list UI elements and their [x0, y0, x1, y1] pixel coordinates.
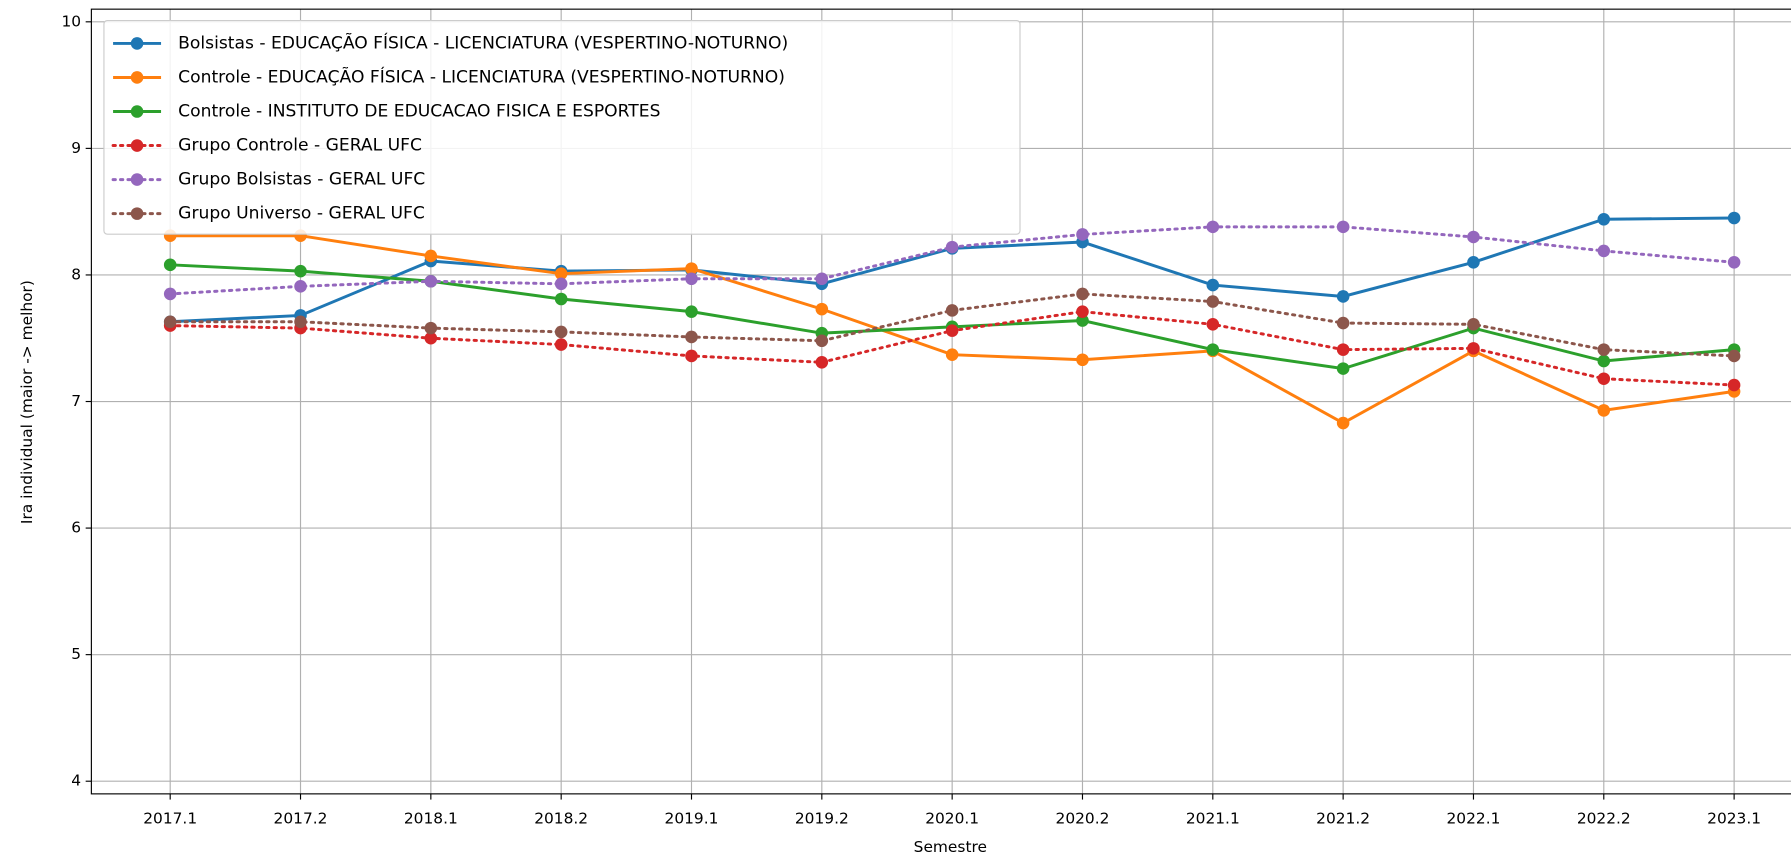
data-point — [424, 321, 438, 335]
plot-area — [163, 211, 1741, 430]
data-point — [1597, 354, 1611, 368]
data-point — [1597, 343, 1611, 356]
data-point — [163, 258, 177, 272]
data-point — [554, 267, 568, 280]
data-point — [1336, 343, 1350, 356]
x-tick-label: 2019.1 — [665, 809, 719, 827]
x-tick-label: 2023.1 — [1707, 809, 1761, 827]
x-tick-label: 2022.1 — [1447, 809, 1501, 827]
legend-marker — [130, 105, 144, 118]
data-point — [1727, 378, 1741, 392]
y-tick-label: 5 — [71, 645, 81, 663]
data-point — [1597, 404, 1611, 417]
x-axis-label: Semestre — [914, 838, 987, 856]
legend: Bolsistas - EDUCAÇÃO FÍSICA - LICENCIATU… — [103, 20, 1021, 235]
y-tick-label: 7 — [71, 392, 81, 410]
x-tick-label: 2019.2 — [795, 809, 849, 827]
legend-label: Grupo Controle - GERAL UFC — [178, 136, 422, 156]
data-point — [554, 338, 568, 351]
legend-label: Controle - EDUCAÇÃO FÍSICA - LICENCIATUR… — [178, 65, 785, 87]
x-tick-label: 2017.2 — [274, 809, 328, 827]
data-point — [1597, 372, 1611, 386]
legend-label: Controle - INSTITUTO DE EDUCACAO FISICA … — [178, 102, 660, 122]
data-point — [815, 355, 829, 369]
data-point — [1336, 416, 1350, 430]
legend-label: Grupo Universo - GERAL UFC — [178, 204, 425, 224]
data-point — [1076, 353, 1089, 367]
data-point — [1206, 220, 1220, 234]
data-point — [1336, 290, 1350, 303]
data-point — [424, 331, 438, 345]
legend-marker — [130, 37, 144, 50]
data-point — [1467, 318, 1480, 331]
data-point — [945, 304, 959, 317]
data-point — [294, 315, 307, 329]
data-point — [685, 272, 698, 286]
data-point — [294, 280, 307, 293]
data-point — [685, 262, 698, 275]
legend-marker — [130, 71, 144, 84]
data-point — [685, 330, 698, 344]
data-point — [1076, 228, 1089, 241]
data-point — [945, 240, 959, 254]
data-point — [815, 302, 829, 316]
data-point — [1206, 318, 1220, 331]
data-point — [1076, 287, 1089, 301]
data-point — [1467, 342, 1480, 355]
legend-marker — [130, 173, 144, 186]
data-point — [1727, 256, 1741, 269]
x-tick-label: 2017.1 — [143, 809, 197, 827]
data-point — [554, 292, 568, 306]
x-tick-label: 2020.2 — [1056, 809, 1110, 827]
data-point — [1336, 316, 1350, 330]
legend-box — [103, 20, 1021, 235]
data-point — [1206, 278, 1220, 292]
data-point — [1206, 343, 1220, 356]
data-point — [424, 274, 438, 288]
data-point — [945, 348, 959, 361]
y-axis-label: Ira individual (maior -> melhor) — [18, 280, 36, 524]
data-point — [424, 249, 438, 263]
y-tick-label: 9 — [71, 139, 81, 157]
data-point — [1597, 212, 1611, 226]
data-point — [685, 349, 698, 363]
y-tick-label: 4 — [71, 772, 81, 790]
x-tick-label: 2021.1 — [1186, 809, 1240, 827]
legend-marker — [130, 207, 144, 220]
data-point — [294, 264, 307, 278]
data-point — [1076, 305, 1089, 318]
data-point — [1336, 362, 1350, 375]
y-tick-label: 6 — [71, 519, 81, 537]
data-point — [1597, 244, 1611, 258]
legend-marker — [130, 139, 144, 152]
data-point — [163, 315, 177, 329]
legend-label: Bolsistas - EDUCAÇÃO FÍSICA - LICENCIATU… — [178, 31, 788, 53]
data-point — [554, 277, 568, 291]
data-point — [815, 272, 829, 286]
data-point — [1727, 211, 1741, 225]
data-point — [1206, 295, 1220, 308]
data-point — [815, 334, 829, 348]
y-tick-label: 10 — [61, 12, 81, 30]
data-point — [1727, 349, 1741, 363]
data-point — [685, 305, 698, 318]
x-tick-label: 2020.1 — [925, 809, 979, 827]
data-point — [1076, 314, 1089, 327]
data-point — [945, 324, 959, 337]
x-tick-label: 2022.2 — [1577, 809, 1631, 827]
x-tick-label: 2018.2 — [534, 809, 588, 827]
data-point — [1336, 220, 1350, 234]
data-point — [554, 325, 568, 339]
legend-label: Grupo Bolsistas - GERAL UFC — [178, 170, 425, 190]
data-point — [163, 287, 177, 301]
y-tick-label: 8 — [71, 265, 81, 283]
data-point — [1467, 256, 1480, 269]
data-point — [1467, 230, 1480, 244]
x-tick-label: 2021.2 — [1316, 809, 1370, 827]
x-tick-label: 2018.1 — [404, 809, 458, 827]
